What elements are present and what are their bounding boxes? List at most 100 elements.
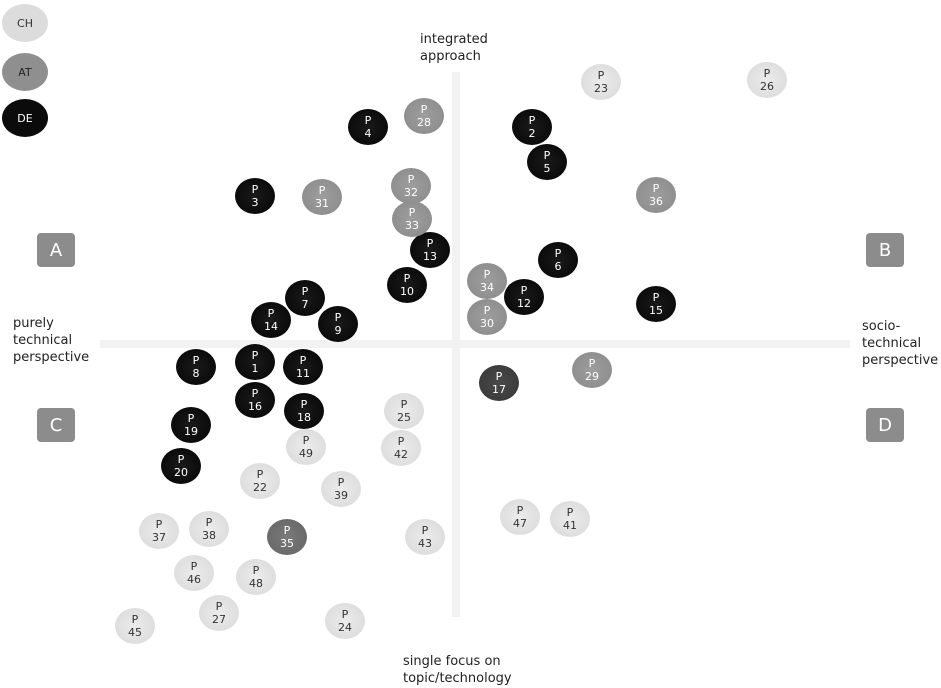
- node-p18: P 18: [284, 393, 324, 429]
- node-prefix: P: [318, 184, 326, 197]
- quadrant-c: C: [37, 408, 75, 442]
- node-p16: P 16: [235, 382, 275, 418]
- node-prefix: P: [341, 608, 349, 621]
- node-prefix: P: [528, 114, 536, 127]
- node-number: 36: [649, 195, 663, 208]
- node-number: 11: [296, 367, 310, 380]
- axis-label-right: socio- technical perspective: [862, 319, 939, 368]
- node-prefix: P: [302, 434, 310, 447]
- horizontal-axis: [100, 340, 850, 348]
- node-number: 19: [184, 425, 198, 438]
- node-number: 18: [297, 411, 311, 424]
- node-number: 10: [400, 285, 414, 298]
- node-prefix: P: [397, 435, 405, 448]
- quadrant-b: B: [866, 233, 904, 267]
- node-number: 41: [563, 519, 577, 532]
- node-p20: P 20: [161, 448, 201, 484]
- legend-ch: CH: [2, 4, 48, 42]
- node-p35: P 35: [267, 519, 307, 555]
- node-number: 2: [528, 127, 536, 140]
- node-prefix: P: [588, 357, 596, 370]
- node-number: 38: [202, 529, 216, 542]
- node-number: 16: [248, 400, 262, 413]
- node-p25: P 25: [384, 393, 424, 429]
- node-p11: P 11: [283, 349, 323, 385]
- node-prefix: P: [426, 237, 434, 250]
- node-p47: P 47: [500, 499, 540, 535]
- node-p45: P 45: [115, 608, 155, 644]
- node-p12: P 12: [504, 279, 544, 315]
- node-number: 5: [543, 162, 551, 175]
- node-prefix: P: [763, 67, 771, 80]
- node-p34: P 34: [467, 263, 507, 299]
- node-number: 9: [334, 324, 342, 337]
- node-number: 20: [174, 466, 188, 479]
- node-prefix: P: [251, 349, 259, 362]
- node-prefix: P: [256, 468, 264, 481]
- node-number: 1: [251, 362, 259, 375]
- vertical-axis: [452, 72, 460, 617]
- node-p23: P 23: [581, 64, 621, 100]
- node-number: 27: [212, 613, 226, 626]
- node-prefix: P: [190, 560, 198, 573]
- node-p30: P 30: [467, 299, 507, 335]
- legend-de: DE: [2, 99, 48, 137]
- node-prefix: P: [421, 524, 429, 537]
- node-number: 47: [513, 517, 527, 530]
- node-p26: P 26: [747, 62, 787, 98]
- node-p29: P 29: [572, 352, 612, 388]
- node-prefix: P: [299, 354, 307, 367]
- node-p15: P 15: [636, 286, 676, 322]
- node-prefix: P: [495, 370, 503, 383]
- node-prefix: P: [516, 504, 524, 517]
- node-number: 33: [405, 219, 419, 232]
- node-p33: P 33: [392, 201, 432, 237]
- node-p39: P 39: [321, 471, 361, 507]
- node-p46: P 46: [174, 555, 214, 591]
- node-p36: P 36: [636, 177, 676, 213]
- node-p13: P 13: [410, 232, 450, 268]
- node-prefix: P: [337, 476, 345, 489]
- node-prefix: P: [267, 307, 275, 320]
- node-number: 43: [418, 537, 432, 550]
- axis-label-left: purely technical perspective: [13, 316, 90, 365]
- node-number: 13: [423, 250, 437, 263]
- node-number: 28: [417, 116, 431, 129]
- node-prefix: P: [483, 268, 491, 281]
- node-p17: P 17: [479, 365, 519, 401]
- legend-at-label: AT: [18, 65, 32, 79]
- node-p31: P 31: [302, 179, 342, 215]
- node-p28: P 28: [404, 98, 444, 134]
- node-number: 17: [492, 383, 506, 396]
- node-number: 3: [251, 196, 259, 209]
- node-number: 37: [152, 531, 166, 544]
- legend-de-label: DE: [17, 111, 33, 125]
- node-number: 8: [192, 367, 200, 380]
- node-prefix: P: [543, 149, 551, 162]
- node-p42: P 42: [381, 430, 421, 466]
- node-prefix: P: [483, 304, 491, 317]
- node-p32: P 32: [391, 168, 431, 204]
- node-prefix: P: [251, 183, 259, 196]
- node-prefix: P: [155, 518, 163, 531]
- node-number: 35: [280, 537, 294, 550]
- node-prefix: P: [187, 412, 195, 425]
- node-prefix: P: [283, 524, 291, 537]
- node-prefix: P: [131, 613, 139, 626]
- node-prefix: P: [520, 284, 528, 297]
- node-number: 4: [364, 127, 372, 140]
- node-prefix: P: [400, 398, 408, 411]
- node-prefix: P: [408, 206, 416, 219]
- node-p14: P 14: [251, 302, 291, 338]
- node-prefix: P: [420, 103, 428, 116]
- node-number: 23: [594, 82, 608, 95]
- node-p48: P 48: [236, 559, 276, 595]
- node-prefix: P: [364, 114, 372, 127]
